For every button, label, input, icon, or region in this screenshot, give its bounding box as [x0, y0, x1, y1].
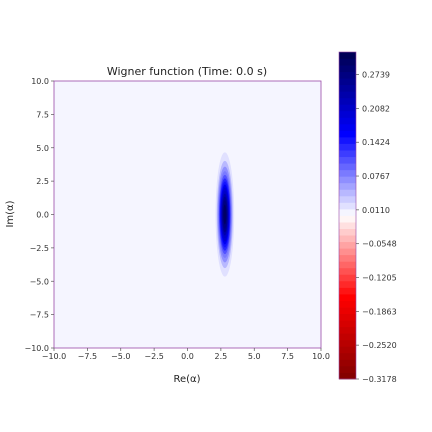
colorbar-segment: [339, 182, 356, 190]
colorbar-tick-label: 0.1424: [362, 138, 390, 147]
colorbar-segment: [339, 52, 356, 59]
colorbar-segment: [339, 346, 356, 354]
x-tick-label: −2.5: [144, 352, 163, 361]
x-axis-label: Re(α): [173, 374, 200, 385]
colorbar: [338, 51, 357, 380]
colorbar-tick-label: −0.1205: [362, 273, 397, 282]
colorbar-segment: [339, 169, 356, 177]
colorbar-segment: [339, 156, 356, 164]
heatmap-plot-area: [54, 81, 321, 348]
colorbar-segment: [339, 352, 356, 360]
colorbar-tick-label: 0.2082: [362, 104, 390, 113]
colorbar-segment: [339, 215, 356, 223]
y-axis-label: Im(α): [5, 200, 16, 227]
colorbar-segment: [339, 163, 356, 171]
colorbar-segment: [339, 65, 356, 73]
x-tick-label: −7.5: [78, 352, 97, 361]
colorbar-segment: [339, 202, 356, 210]
colorbar-segment: [339, 293, 356, 301]
colorbar-segment: [339, 228, 356, 236]
y-tick-label: −5.0: [30, 277, 49, 286]
heatmap-background: [54, 81, 321, 348]
x-tick-label: 2.5: [215, 352, 228, 361]
colorbar-segment: [339, 372, 356, 380]
colorbar-segment: [339, 320, 356, 328]
colorbar-segment: [339, 104, 356, 112]
colorbar-tick-label: 0.0767: [362, 172, 390, 181]
colorbar-segment: [339, 58, 356, 66]
colorbar-segment: [339, 359, 356, 367]
y-tick-label: −10.0: [24, 344, 49, 353]
x-tick-label: 7.5: [281, 352, 294, 361]
colorbar-segment: [339, 143, 356, 151]
chart-title: Wigner function (Time: 0.0 s): [107, 65, 267, 78]
colorbar-segment: [339, 280, 356, 288]
y-tick-label: 10.0: [31, 77, 49, 86]
x-axis-ticks: −10.0 −7.5 −5.0 −2.5 0.0 2.5 5.0 7.5 10.0: [42, 348, 330, 361]
colorbar-segment: [339, 189, 356, 197]
colorbar-segment: [339, 254, 356, 262]
x-tick-label: −10.0: [42, 352, 67, 361]
colorbar-segment: [339, 333, 356, 341]
colorbar-segment: [339, 123, 356, 131]
y-tick-label: 2.5: [36, 177, 49, 186]
colorbar-tick-label: −0.1863: [362, 307, 397, 316]
colorbar-segment: [339, 97, 356, 105]
colorbar-segment: [339, 274, 356, 282]
colorbar-segment: [339, 300, 356, 308]
colorbar-tick-label: −0.0548: [362, 240, 397, 249]
colorbar-tick-label: 0.2739: [362, 71, 390, 80]
colorbar-segment: [339, 248, 356, 256]
colorbar-segment: [339, 365, 356, 373]
colorbar-segment: [339, 117, 356, 125]
colorbar-ticks: 0.2739 0.2082 0.1424 0.0767 0.0110 −0.0548 −0.…: [356, 71, 397, 384]
colorbar-tick-label: −0.2520: [362, 341, 397, 350]
colorbar-segment: [339, 339, 356, 347]
colorbar-segment: [339, 176, 356, 184]
y-axis-ticks: 10.0 7.5 5.0 2.5 0.0 −2.5 −5.0 −7.5 −10.0: [24, 77, 54, 353]
colorbar-segment: [339, 241, 356, 249]
y-tick-label: −2.5: [30, 244, 49, 253]
colorbar-segment: [339, 326, 356, 334]
colorbar-segment: [339, 235, 356, 243]
y-tick-label: 5.0: [36, 144, 49, 153]
colorbar-segment: [339, 287, 356, 295]
colorbar-segment: [339, 78, 356, 86]
colorbar-segment: [339, 208, 356, 216]
colorbar-segment: [339, 307, 356, 314]
colorbar-tick-label: 0.0110: [362, 206, 390, 215]
colorbar-segment: [339, 71, 356, 79]
colorbar-segment: [339, 84, 356, 92]
wigner-contour: [223, 204, 227, 225]
colorbar-segment: [339, 261, 356, 269]
colorbar-segment: [339, 137, 356, 144]
colorbar-segment: [339, 91, 356, 99]
colorbar-segment: [339, 267, 356, 275]
y-tick-label: 7.5: [36, 110, 49, 119]
colorbar-segment: [339, 130, 356, 138]
colorbar-segment: [339, 222, 356, 229]
colorbar-segment: [339, 313, 356, 321]
colorbar-segment: [339, 195, 356, 203]
colorbar-tick-label: −0.3178: [362, 375, 397, 384]
x-tick-label: 10.0: [312, 352, 330, 361]
y-tick-label: 0.0: [36, 211, 49, 220]
x-tick-label: 0.0: [181, 352, 194, 361]
colorbar-segment: [339, 110, 356, 118]
x-tick-label: 5.0: [248, 352, 261, 361]
colorbar-frame: [338, 51, 357, 380]
colorbar-segment: [339, 150, 356, 158]
y-tick-label: −7.5: [30, 311, 49, 320]
x-tick-label: −5.0: [111, 352, 130, 361]
